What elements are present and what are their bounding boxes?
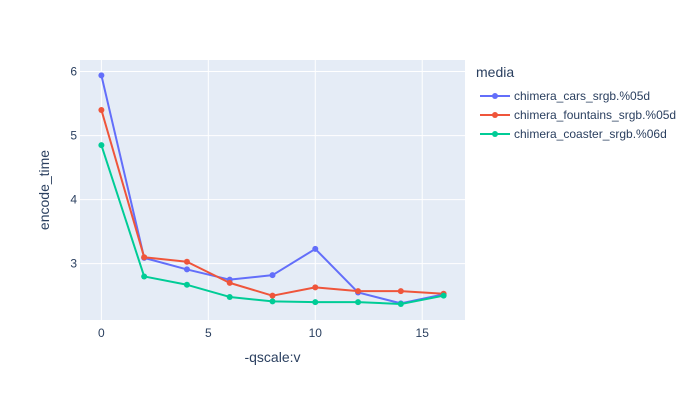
data-point-2-3 <box>226 293 233 300</box>
data-point-1-2 <box>183 258 190 265</box>
gridlines <box>80 60 465 320</box>
x-axis-title: -qscale:v <box>244 349 300 365</box>
y-tick-label-3: 6 <box>70 65 77 79</box>
data-point-1-6 <box>355 288 362 295</box>
data-point-2-6 <box>355 299 362 306</box>
data-point-2-2 <box>183 281 190 288</box>
x-tick-labels: 0 5 10 15 <box>98 326 429 340</box>
data-point-1-5 <box>312 284 319 291</box>
data-point-0-2 <box>183 266 190 273</box>
data-point-2-5 <box>312 299 319 306</box>
legend-label-0: chimera_cars_srgb.%05d <box>514 89 650 103</box>
data-point-0-0 <box>98 72 105 79</box>
data-point-0-4 <box>269 272 276 279</box>
data-point-2-7 <box>397 300 404 307</box>
legend: media chimera_cars_srgb.%05d chimera_foun… <box>476 64 676 141</box>
data-point-1-3 <box>226 279 233 286</box>
y-tick-label-2: 5 <box>70 129 77 143</box>
legend-label-1: chimera_fountains_srgb.%05d <box>514 108 676 122</box>
legend-marker-2 <box>492 131 498 137</box>
data-point-0-5 <box>312 245 319 252</box>
x-tick-label-3: 15 <box>416 326 430 340</box>
legend-label-2: chimera_coaster_srgb.%06d <box>514 127 667 141</box>
x-tick-label-0: 0 <box>98 326 105 340</box>
y-axis-title: encode_time <box>36 150 52 230</box>
data-point-1-0 <box>98 106 105 113</box>
data-point-2-8 <box>440 292 447 299</box>
y-tick-label-1: 4 <box>70 193 77 207</box>
x-tick-label-1: 5 <box>205 326 212 340</box>
series-group <box>98 72 447 307</box>
data-point-1-7 <box>397 288 404 295</box>
legend-title: media <box>476 64 514 80</box>
plot-background <box>80 60 465 320</box>
data-point-2-0 <box>98 142 105 149</box>
x-tick-label-2: 10 <box>309 326 323 340</box>
y-tick-labels: 3 4 5 6 <box>70 65 77 271</box>
data-point-2-4 <box>269 298 276 305</box>
legend-marker-1 <box>492 112 498 118</box>
data-point-2-1 <box>141 273 148 280</box>
data-point-1-4 <box>269 292 276 299</box>
legend-marker-0 <box>492 93 498 99</box>
y-tick-label-0: 3 <box>70 257 77 271</box>
data-point-1-1 <box>141 254 148 261</box>
